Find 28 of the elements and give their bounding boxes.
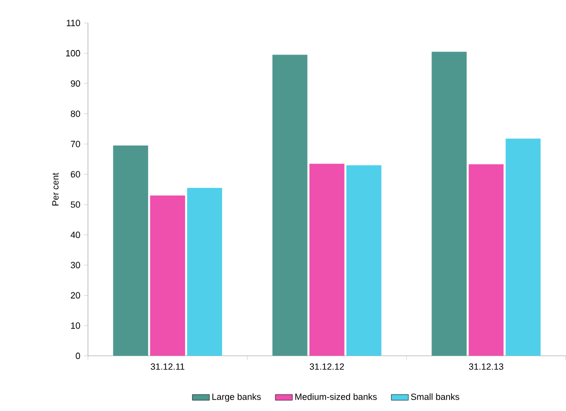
y-tick-label: 100 bbox=[66, 50, 80, 57]
y-tick-label: 80 bbox=[70, 110, 80, 118]
bar bbox=[309, 164, 344, 356]
y-tick-label: 0 bbox=[76, 352, 80, 360]
y-tick-label: 60 bbox=[70, 171, 80, 178]
bar bbox=[113, 146, 148, 356]
y-axis-title: Per cent bbox=[52, 172, 59, 206]
y-tick-label: 70 bbox=[70, 140, 80, 148]
legend-label: Small banks bbox=[410, 393, 460, 400]
bar bbox=[272, 54, 308, 356]
bar bbox=[506, 138, 541, 356]
y-tick-label: 10 bbox=[71, 322, 80, 329]
bar bbox=[346, 165, 382, 356]
bar bbox=[187, 188, 222, 356]
y-tick-label: 50 bbox=[70, 201, 80, 208]
y-tick-label: 20 bbox=[70, 292, 80, 299]
y-tick-label: 90 bbox=[70, 80, 80, 87]
x-tick-label: 31.12.11 bbox=[150, 363, 184, 370]
y-tick-label: 30 bbox=[70, 262, 80, 268]
legend-label: Large banks bbox=[212, 393, 261, 402]
legend-label: Medium-sized banks bbox=[295, 393, 377, 400]
bar bbox=[432, 52, 467, 356]
y-tick-label: 110 bbox=[66, 20, 80, 26]
bar bbox=[468, 164, 504, 356]
y-tick-label: 40 bbox=[70, 232, 80, 238]
bar bbox=[150, 196, 186, 356]
x-tick-label: 31.12.12 bbox=[310, 363, 344, 370]
x-tick-label: 31.12.13 bbox=[468, 363, 504, 370]
